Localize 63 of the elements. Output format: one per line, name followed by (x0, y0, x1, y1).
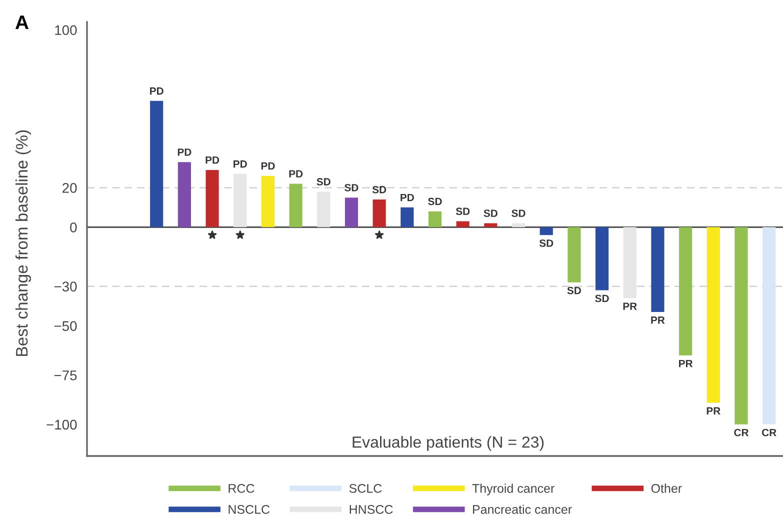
data-label: SD (567, 286, 581, 294)
data-label: SD (316, 178, 330, 186)
data-label: SD (595, 294, 609, 302)
y-tick-label: −100 (46, 420, 77, 430)
data-label: CR (762, 428, 776, 436)
y-tick-label: 0 (70, 222, 77, 232)
bar (456, 221, 470, 228)
bar (261, 176, 274, 228)
chart-title: A (15, 16, 29, 30)
legend-label: HNSCC (350, 505, 393, 514)
data-label: SD (344, 184, 358, 192)
bar (540, 227, 553, 236)
data-label: PD (289, 170, 303, 178)
data-label: PR (623, 302, 637, 310)
data-label: PD (150, 87, 164, 95)
bar (568, 227, 581, 282)
legend-label: Pancreatic cancer (473, 504, 572, 514)
data-label: SD (512, 210, 526, 217)
bar (234, 174, 247, 228)
bar (428, 211, 442, 228)
data-label: SD (484, 210, 498, 217)
bar (178, 162, 191, 228)
bar (623, 227, 636, 298)
data-label: PD (400, 194, 414, 202)
bar (150, 100, 164, 228)
bar (512, 223, 526, 228)
y-tick-label: −75 (54, 370, 77, 380)
bar (206, 170, 219, 228)
bar (484, 223, 498, 228)
bar (679, 227, 692, 356)
data-label: PD (178, 148, 192, 156)
data-label: PR (679, 360, 693, 368)
data-label: PR (706, 407, 720, 414)
legend-label: SCLC (349, 484, 382, 493)
y-tick-label: 100 (55, 25, 77, 36)
legend-label: NSCLC (228, 505, 270, 514)
data-label: PD (261, 162, 275, 170)
legend-label: RCC (228, 484, 254, 493)
bar (734, 227, 748, 424)
bar (762, 227, 776, 424)
legend-label: Thyroid cancer (472, 484, 554, 496)
bar (317, 192, 330, 228)
y-tick-label: −50 (54, 321, 77, 331)
y-axis-title: Best change from baseline (%) (15, 130, 31, 356)
y-tick-label: −30 (54, 282, 77, 292)
data-label: PR (651, 316, 665, 324)
bar (289, 184, 302, 228)
data-label: SD (428, 198, 442, 206)
data-label: SD (372, 186, 386, 194)
bar (596, 227, 609, 290)
bar (344, 198, 358, 228)
data-label: PD (234, 160, 247, 168)
x-axis-title: Evaluable patients (N = 23) (352, 436, 544, 451)
bar (651, 227, 664, 312)
y-tick-label: 20 (62, 183, 77, 193)
legend-label: Other (651, 484, 682, 493)
data-label: SD (456, 208, 470, 216)
bar (400, 207, 414, 228)
bar (706, 227, 720, 403)
data-label: CR (734, 428, 749, 436)
data-label: PD (206, 156, 220, 164)
bar (372, 200, 386, 228)
data-label: SD (539, 239, 554, 247)
